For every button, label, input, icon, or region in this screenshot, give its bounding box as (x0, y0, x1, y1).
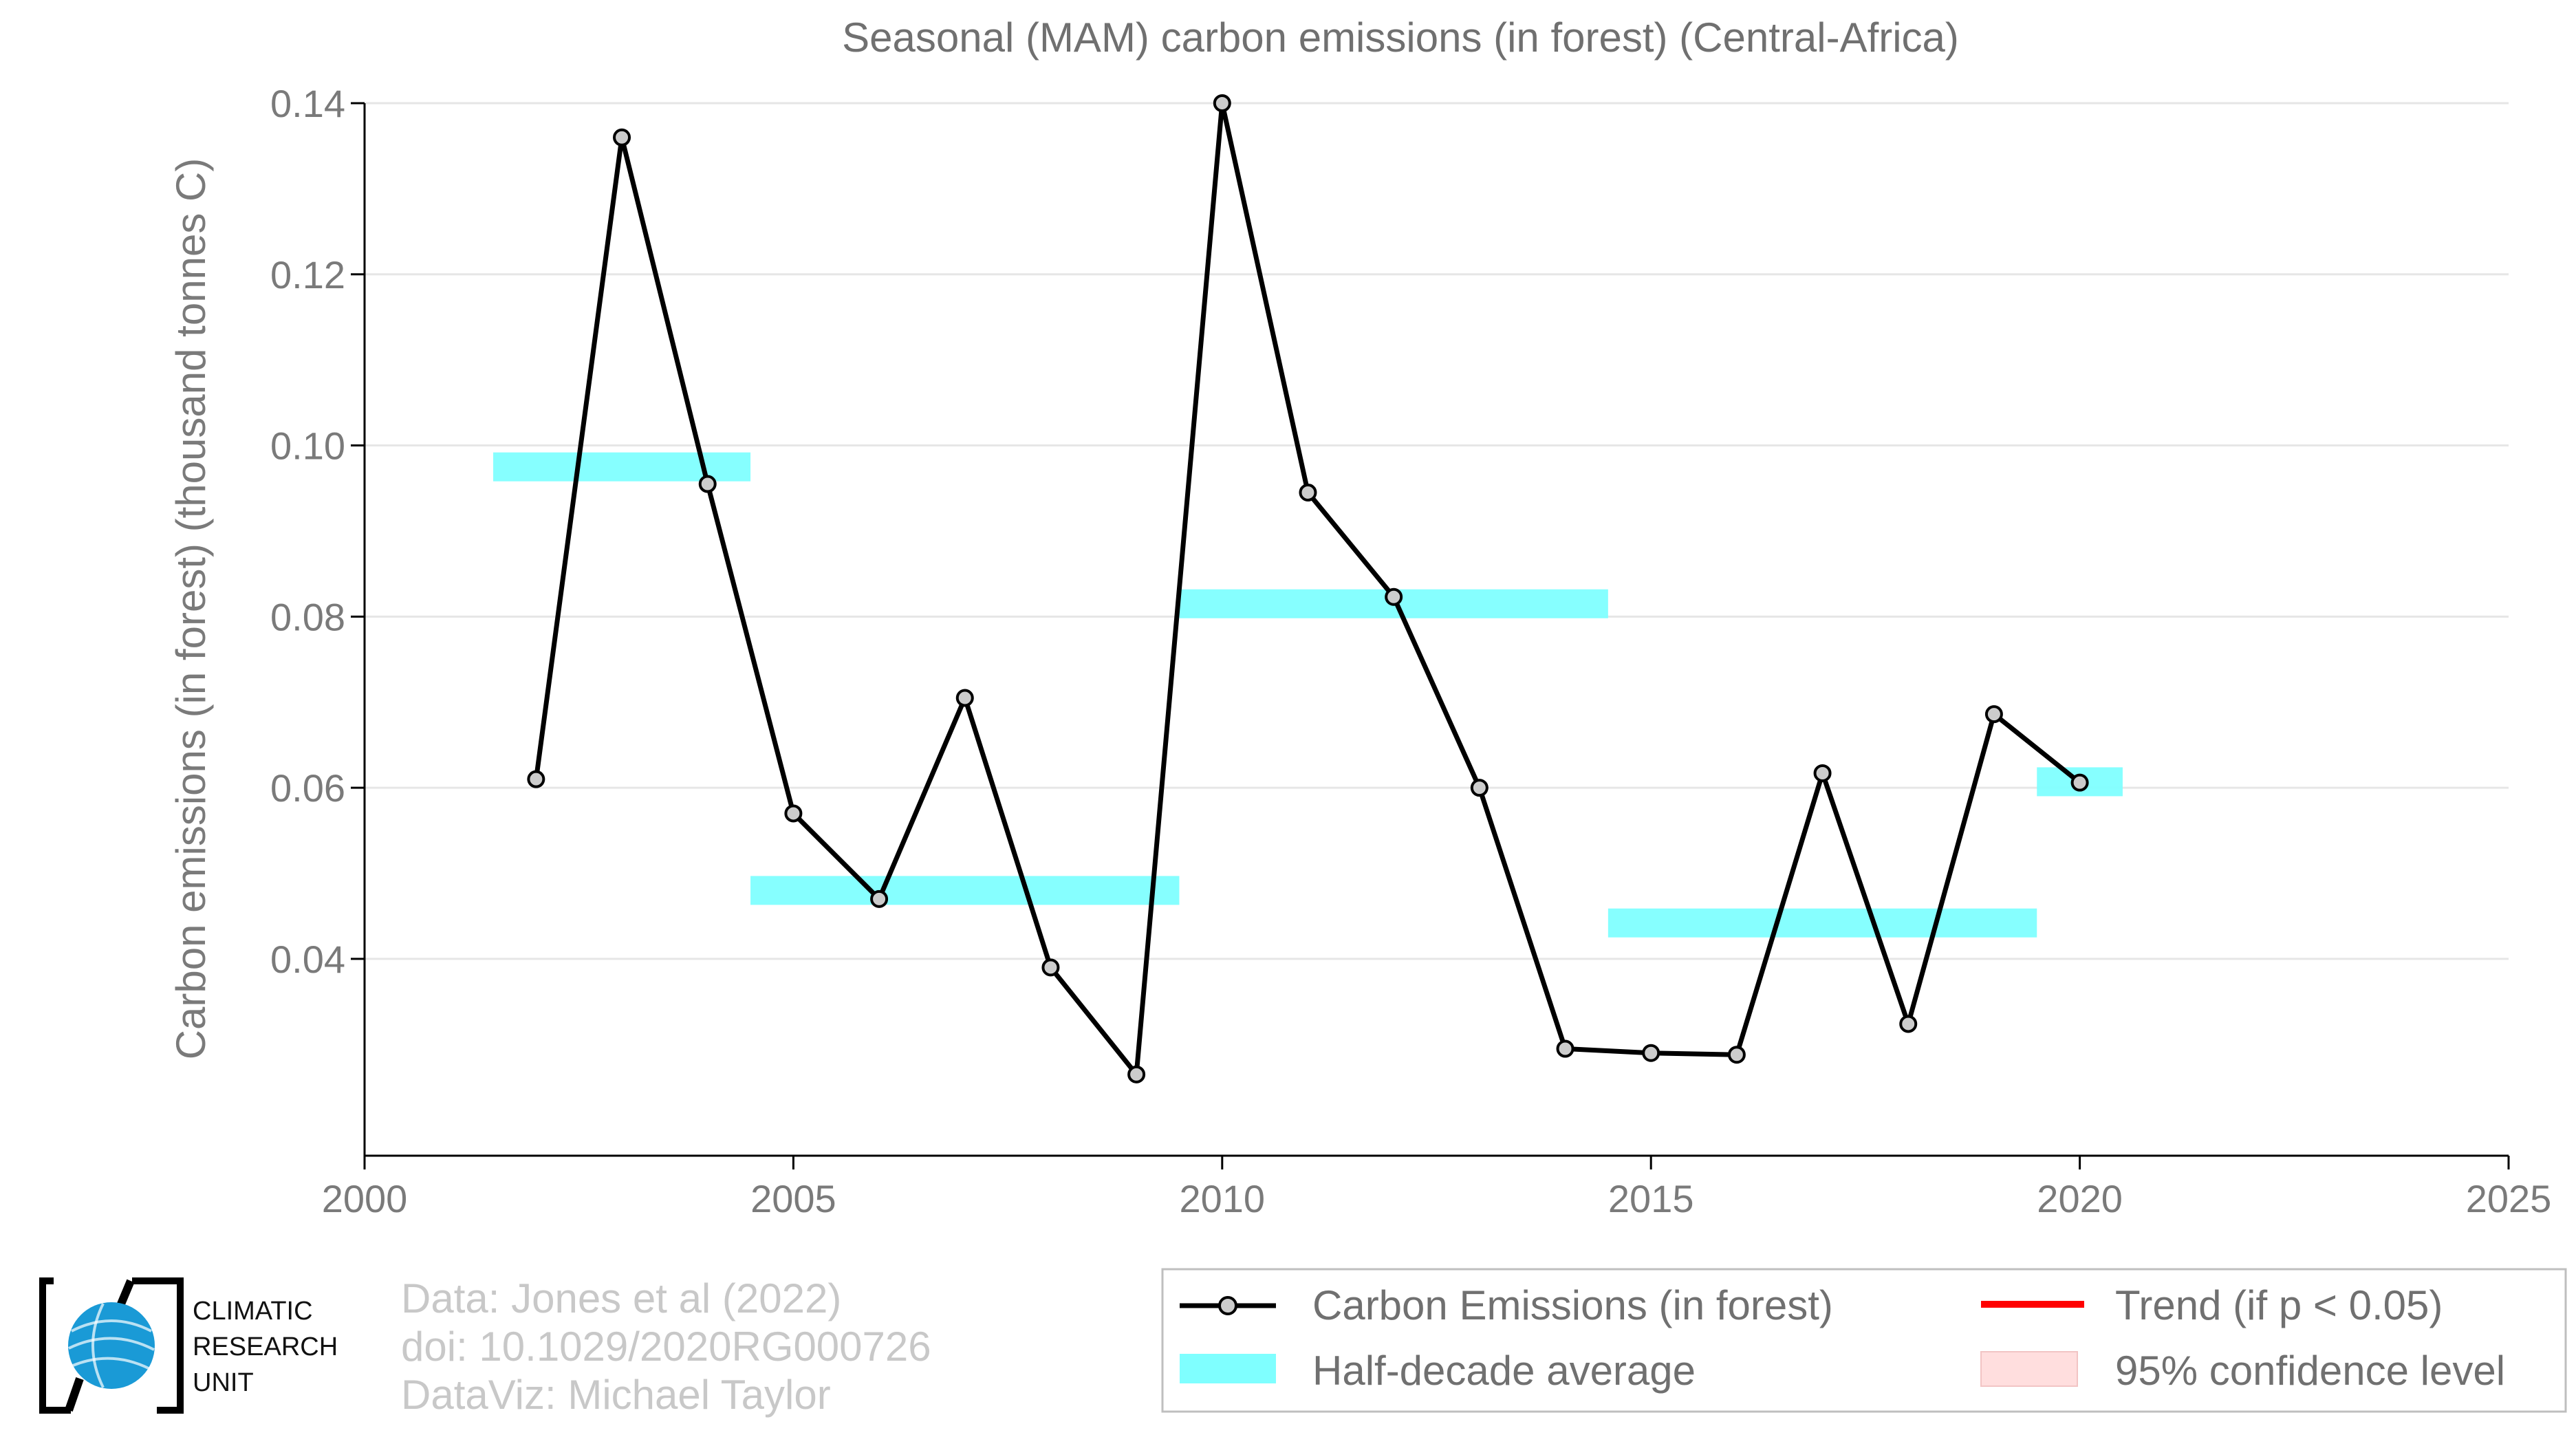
y-axis-label: Carbon emissions (in forest) (thousand t… (168, 158, 214, 1060)
legend-swatch-emissions-marker (1218, 1296, 1237, 1315)
data-point (1299, 483, 1317, 501)
x-axis: 2000 2005 2010 2015 2020 2025 (322, 1154, 2552, 1220)
series-points (527, 94, 2089, 1083)
legend-label-trend: Trend (if p < 0.05) (2115, 1282, 2443, 1328)
half-decade-bands (493, 452, 2123, 938)
chart-title: Seasonal (MAM) carbon emissions (in fore… (842, 14, 1959, 61)
half-decade-band (1608, 908, 2037, 938)
data-point (1984, 705, 2003, 724)
data-point (698, 475, 717, 493)
cru-logo: CLIMATIC RESEARCH UNIT (39, 1277, 338, 1414)
cru-logo-line-2: RESEARCH (193, 1332, 338, 1361)
cru-logo-line-1: CLIMATIC (193, 1297, 313, 1326)
legend-label-half-decade: Half-decade average (1312, 1348, 1696, 1394)
x-tick-label: 2020 (2037, 1177, 2123, 1220)
legend-label-emissions: Carbon Emissions (in forest) (1312, 1282, 1833, 1328)
credit-line-data: Data: Jones et al (2022) (401, 1275, 841, 1321)
data-point (1041, 958, 1060, 977)
data-point (784, 804, 803, 823)
data-credits: Data: Jones et al (2022) doi: 10.1029/20… (401, 1275, 931, 1418)
data-point (2070, 773, 2089, 792)
data-point (613, 128, 631, 147)
data-point (1127, 1065, 1146, 1083)
data-point (1642, 1044, 1660, 1062)
data-point (1727, 1046, 1746, 1064)
data-point (1213, 94, 1231, 112)
y-tick-label: 0.04 (270, 938, 345, 981)
y-tick-label: 0.06 (270, 766, 345, 810)
legend: Carbon Emissions (in forest) Half-decade… (1161, 1268, 2567, 1413)
y-axis: 0.04 0.06 0.08 0.10 0.12 0.14 (270, 82, 366, 1156)
x-tick-label: 2010 (1180, 1177, 1266, 1220)
legend-frame (1161, 1268, 2567, 1413)
legend-swatch-half-decade (1180, 1354, 1276, 1383)
half-decade-band (750, 876, 1180, 905)
credit-line-doi: doi: 10.1029/2020RG000726 (401, 1324, 931, 1370)
data-point (1556, 1039, 1574, 1058)
cru-logo-line-3: UNIT (193, 1368, 254, 1397)
legend-swatch-confidence (1980, 1351, 2078, 1387)
data-point (1813, 764, 1832, 782)
data-point (1470, 779, 1489, 797)
y-tick-label: 0.14 (270, 82, 345, 125)
data-point (1899, 1015, 1918, 1033)
data-point (870, 889, 889, 908)
x-tick-label: 2005 (750, 1177, 836, 1220)
gridlines (365, 102, 2509, 960)
data-point (527, 770, 545, 788)
legend-label-confidence: 95% confidence level (2115, 1348, 2505, 1394)
credit-line-dataviz: DataViz: Michael Taylor (401, 1372, 831, 1418)
x-tick-label: 2025 (2466, 1177, 2552, 1220)
x-tick-label: 2000 (322, 1177, 408, 1220)
y-tick-label: 0.12 (270, 253, 345, 296)
data-point (955, 689, 974, 707)
y-tick-label: 0.10 (270, 424, 345, 468)
y-tick-label: 0.08 (270, 595, 345, 638)
x-tick-label: 2015 (1608, 1177, 1694, 1220)
data-point (1385, 587, 1403, 606)
